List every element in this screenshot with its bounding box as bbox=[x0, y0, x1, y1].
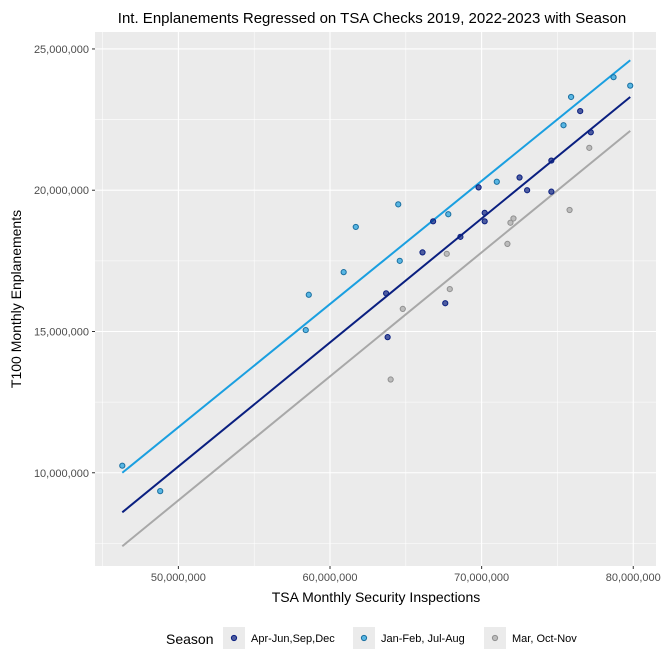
data-point bbox=[157, 488, 164, 495]
data-point bbox=[560, 122, 567, 129]
x-axis-ticks: 50,000,000 60,000,000 70,000,000 80,000,000 bbox=[151, 566, 661, 584]
legend-item-jan-feb: Jan-Feb, Jul-Aug bbox=[353, 627, 465, 649]
y-tick-label: 20,000,000 bbox=[34, 185, 89, 197]
data-point bbox=[507, 219, 514, 226]
y-tick-label: 15,000,000 bbox=[34, 326, 89, 338]
legend-marker bbox=[491, 634, 499, 642]
data-point bbox=[419, 249, 426, 256]
x-tick-label: 60,000,000 bbox=[302, 572, 357, 584]
data-point bbox=[457, 233, 464, 240]
y-axis-label: T100 Monthly Enplanements bbox=[8, 210, 24, 388]
data-point bbox=[119, 462, 126, 469]
x-tick-label: 70,000,000 bbox=[454, 572, 509, 584]
data-point bbox=[443, 250, 450, 257]
data-point bbox=[481, 209, 488, 216]
data-point bbox=[442, 300, 449, 307]
regression-lines bbox=[121, 59, 631, 547]
data-point bbox=[586, 144, 593, 151]
data-point bbox=[548, 188, 555, 195]
data-point bbox=[430, 218, 437, 225]
data-point bbox=[510, 215, 517, 222]
y-tick-label: 10,000,000 bbox=[34, 468, 89, 480]
data-point bbox=[446, 286, 453, 293]
regression-line-0 bbox=[121, 96, 631, 514]
data-points bbox=[119, 74, 634, 495]
data-point bbox=[481, 218, 488, 225]
plot-panel bbox=[95, 32, 656, 566]
chart-title: Int. Enplanements Regressed on TSA Check… bbox=[118, 10, 626, 27]
data-point bbox=[396, 257, 403, 264]
data-point bbox=[387, 376, 394, 383]
x-tick-label: 80,000,000 bbox=[606, 572, 661, 584]
data-point bbox=[587, 129, 594, 136]
legend-marker bbox=[230, 634, 238, 642]
data-point bbox=[302, 326, 309, 334]
data-point bbox=[627, 82, 634, 89]
legend-item-apr-jun: Apr-Jun,Sep,Dec bbox=[223, 627, 335, 649]
data-point bbox=[504, 240, 511, 248]
regression-line-1 bbox=[121, 59, 631, 474]
legend-marker bbox=[360, 634, 368, 642]
data-point bbox=[399, 305, 406, 312]
y-tick-label: 25,000,000 bbox=[34, 44, 89, 56]
data-point bbox=[493, 178, 500, 185]
data-point bbox=[352, 223, 359, 231]
data-point bbox=[395, 201, 402, 208]
regression-line-2 bbox=[121, 130, 631, 547]
legend-label: Apr-Jun,Sep,Dec bbox=[251, 633, 335, 645]
data-point bbox=[340, 269, 347, 276]
data-point bbox=[305, 291, 312, 298]
data-point bbox=[384, 334, 391, 341]
data-point bbox=[383, 290, 390, 297]
data-point bbox=[548, 157, 555, 164]
grid-minor bbox=[95, 32, 656, 566]
data-point bbox=[524, 187, 531, 194]
data-point bbox=[567, 93, 575, 101]
legend-label: Mar, Oct-Nov bbox=[512, 633, 577, 645]
x-tick-label: 50,000,000 bbox=[151, 572, 206, 584]
grid-major bbox=[95, 32, 656, 566]
data-point bbox=[445, 211, 452, 218]
legend: Season Apr-Jun,Sep,Dec Jan-Feb, Jul-Aug … bbox=[166, 627, 577, 649]
data-point bbox=[475, 184, 482, 191]
x-axis-label: TSA Monthly Security Inspections bbox=[272, 589, 481, 605]
data-point bbox=[577, 108, 584, 115]
legend-item-mar-oct: Mar, Oct-Nov bbox=[484, 627, 577, 649]
legend-title: Season bbox=[166, 631, 213, 647]
data-point bbox=[610, 74, 617, 81]
data-point bbox=[566, 206, 573, 214]
legend-label: Jan-Feb, Jul-Aug bbox=[381, 633, 465, 645]
y-axis-ticks: 10,000,000 15,000,000 20,000,000 25,000,000 bbox=[34, 44, 95, 480]
data-point bbox=[516, 174, 523, 181]
